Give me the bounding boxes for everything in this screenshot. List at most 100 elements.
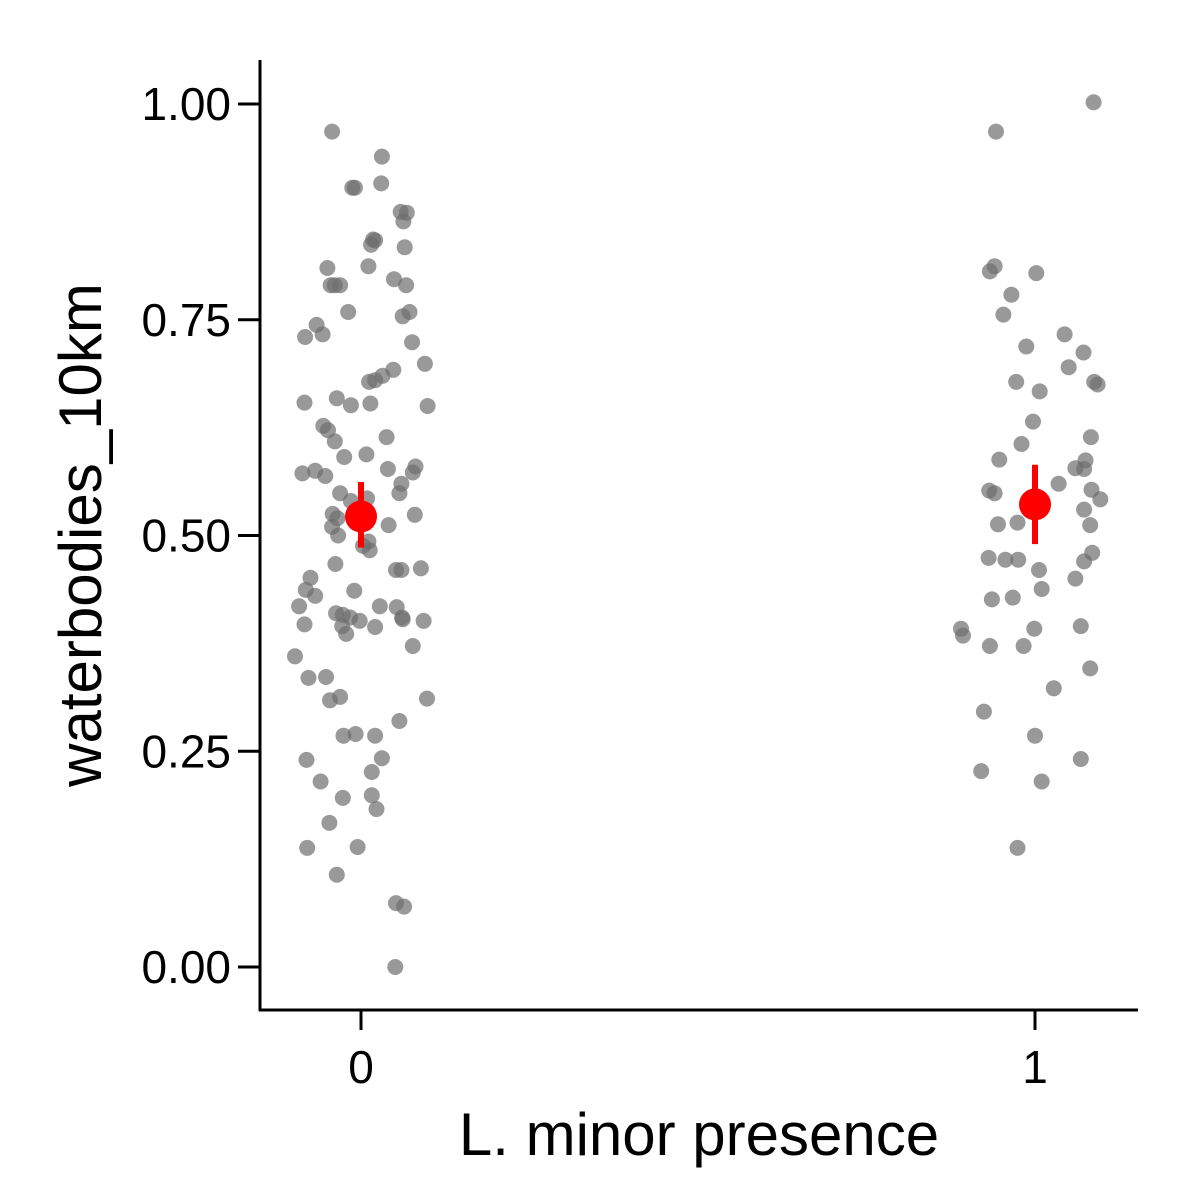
data-point <box>1082 517 1099 534</box>
data-point <box>1076 501 1093 518</box>
y-tick-label: 0.75 <box>141 294 231 346</box>
data-point <box>373 175 390 192</box>
data-point <box>319 260 336 276</box>
data-point <box>1067 570 1084 587</box>
data-point <box>1028 265 1045 282</box>
data-point <box>358 446 375 463</box>
data-point <box>1092 491 1109 508</box>
data-point <box>314 326 331 343</box>
data-point <box>296 616 313 633</box>
data-point <box>955 627 971 644</box>
y-axis-ticks: 0.00 0.25 0.50 0.75 1.00 <box>141 78 260 993</box>
data-point <box>1025 413 1041 430</box>
data-point <box>975 703 992 720</box>
data-point <box>328 390 345 407</box>
data-point <box>338 625 355 642</box>
data-point <box>393 562 410 578</box>
data-point <box>330 527 347 544</box>
data-point <box>294 465 311 482</box>
y-axis-title: waterbodies_10km <box>47 283 114 788</box>
mean-point <box>1019 488 1051 521</box>
data-point <box>419 690 435 707</box>
data-point <box>988 123 1004 140</box>
data-point <box>378 429 395 446</box>
data-point <box>1018 338 1035 355</box>
data-point <box>379 461 396 477</box>
mean-point <box>345 500 377 533</box>
data-point <box>1082 429 1099 446</box>
data-point <box>401 304 418 320</box>
data-point <box>1089 376 1106 393</box>
y-tick-label: 1.00 <box>141 78 231 130</box>
data-point <box>360 258 377 275</box>
y-tick-label: 0.00 <box>141 941 231 993</box>
data-point <box>419 398 436 414</box>
data-point <box>980 549 997 566</box>
data-point <box>1009 514 1026 531</box>
data-point <box>318 669 334 685</box>
data-point <box>416 355 433 372</box>
data-point <box>1082 660 1099 677</box>
data-point <box>363 787 380 804</box>
data-point <box>317 468 334 484</box>
data-point <box>361 542 378 559</box>
data-point <box>990 516 1006 533</box>
data-point <box>332 688 349 705</box>
data-point <box>1013 436 1030 452</box>
data-point <box>1072 751 1089 767</box>
data-point <box>1031 383 1048 400</box>
data-point <box>404 464 421 481</box>
x-axis-title: L. minor presence <box>459 1101 939 1168</box>
data-point <box>1076 461 1093 477</box>
data-point <box>362 395 379 412</box>
data-point <box>1075 344 1092 361</box>
data-point <box>1056 326 1073 343</box>
data-point <box>986 485 1003 502</box>
data-point <box>380 517 397 534</box>
x-tick-label: 1 <box>1022 1041 1048 1093</box>
data-point <box>346 582 363 599</box>
data-point <box>332 277 349 294</box>
data-point <box>1015 638 1032 654</box>
data-point <box>1004 589 1021 606</box>
data-point <box>296 394 313 411</box>
data-point <box>298 751 315 768</box>
data-point <box>398 277 415 294</box>
data-point <box>1076 553 1093 570</box>
data-point <box>386 271 402 288</box>
data-point <box>349 839 366 855</box>
data-point <box>371 598 388 615</box>
data-point <box>387 959 404 975</box>
data-point <box>326 433 343 450</box>
data-point <box>983 591 1000 608</box>
data-point <box>973 763 990 780</box>
data-point <box>991 451 1008 468</box>
data-point <box>302 569 319 586</box>
data-point <box>342 397 359 414</box>
summary-layer <box>345 464 1051 548</box>
data-point <box>1008 373 1025 390</box>
data-point <box>1060 359 1077 376</box>
data-point <box>324 123 341 140</box>
data-point <box>997 551 1014 568</box>
data-point <box>1026 620 1043 637</box>
y-tick-label: 0.50 <box>141 510 231 562</box>
data-point <box>373 750 390 767</box>
data-point <box>396 239 413 256</box>
data-point <box>391 713 408 729</box>
data-point <box>1072 618 1089 635</box>
data-point <box>367 727 384 744</box>
data-point <box>1033 773 1050 790</box>
points-layer <box>287 94 1109 975</box>
data-point <box>346 179 363 196</box>
data-point <box>297 329 314 345</box>
data-point <box>392 203 409 220</box>
data-point <box>406 506 423 523</box>
data-point <box>396 898 413 915</box>
data-point <box>1010 551 1027 568</box>
data-point <box>1045 680 1062 697</box>
x-tick-label: 0 <box>348 1041 374 1093</box>
data-point <box>1027 727 1043 744</box>
data-point <box>334 789 351 806</box>
data-point <box>321 814 338 831</box>
